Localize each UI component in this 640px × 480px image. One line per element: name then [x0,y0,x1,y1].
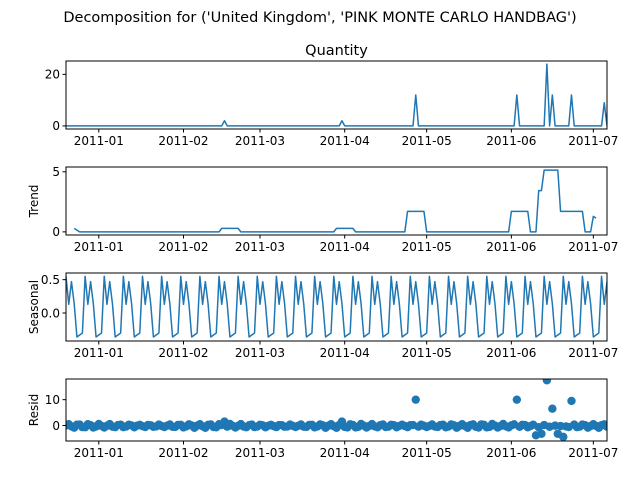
resid-point [411,395,420,404]
y-tick-label: 0 [52,419,60,433]
y-tick-label: 0 [52,225,60,239]
x-tick-label: 2011-05 [402,446,452,460]
trend-series-line [73,169,597,233]
x-tick-label: 2011-05 [402,240,452,254]
x-tick-label: 2011-06 [486,446,536,460]
x-tick-label: 2011-04 [320,446,370,460]
x-tick-label: 2011-06 [486,346,536,360]
resid-point [542,379,552,385]
x-tick-label: 2011-01 [74,240,124,254]
x-tick-label: 2011-05 [402,346,452,360]
y-tick-label: 0.0 [41,306,60,320]
panel-ylabel-resid: Resid [27,394,41,426]
panel-ylabel-seasonal: Seasonal [27,280,41,334]
x-tick-label: 2011-01 [74,446,124,460]
panel-title-observed: Quantity [305,43,368,59]
y-tick-label: 10 [45,393,60,407]
x-tick-label: 2011-03 [235,346,285,360]
x-tick-label: 2011-02 [158,240,208,254]
x-tick-label: 2011-04 [320,134,370,148]
resid-point [559,432,568,441]
x-tick-label: 2011-06 [486,134,536,148]
y-tick-label: 20 [45,68,60,82]
x-tick-label: 2011-03 [235,240,285,254]
y-tick-label: 0.5 [41,273,60,287]
panel-resid: 2011-01 2011-02 2011-03 2011-04 2011-05 2011-… [27,378,618,460]
x-tick-label: 2011-02 [158,446,208,460]
y-tick-label: 5 [52,165,60,179]
x-tick-label: 2011-02 [158,346,208,360]
x-tick-label: 2011-04 [320,240,370,254]
resid-point [512,395,522,404]
x-tick-label: 2011-07 [568,346,618,360]
resid-point [602,422,607,431]
x-tick-label: 2011-05 [402,134,452,148]
observed-series-line [66,63,607,127]
panel-frame-seasonal [65,272,608,342]
x-tick-label: 2011-06 [486,240,536,254]
panel-seasonal: 2011-01 2011-02 2011-03 2011-04 2011-05 2011-… [27,272,618,360]
x-tick-label: 2011-07 [568,240,618,254]
panel-observed: 2011-01 2011-02 2011-03 2011-04 2011-05 2011-… [45,43,619,148]
panel-frame-observed [65,60,608,130]
figure-suptitle: Decomposition for ('United Kingdom', 'PI… [63,10,576,26]
resid-point [567,396,576,406]
resid-point [537,429,546,438]
panel-frame-resid [65,378,608,442]
resid-points [66,379,607,441]
x-tick-label: 2011-04 [320,346,370,360]
x-tick-label: 2011-02 [158,134,208,148]
x-tick-label: 2011-07 [568,446,618,460]
x-tick-label: 2011-03 [235,446,285,460]
y-tick-label: 0 [52,119,60,133]
x-tick-label: 2011-01 [74,134,124,148]
x-tick-label: 2011-03 [235,134,285,148]
x-tick-label: 2011-07 [568,134,618,148]
x-tick-label: 2011-01 [74,346,124,360]
seasonal-series-line [66,275,607,338]
resid-point [548,404,557,413]
panels: 2011-01 2011-02 2011-03 2011-04 2011-05 2011-… [27,43,618,460]
panel-frame-trend [65,166,608,236]
panel-ylabel-trend: Trend [27,185,41,219]
panel-trend: 2011-01 2011-02 2011-03 2011-04 2011-05 2011-… [27,165,618,254]
